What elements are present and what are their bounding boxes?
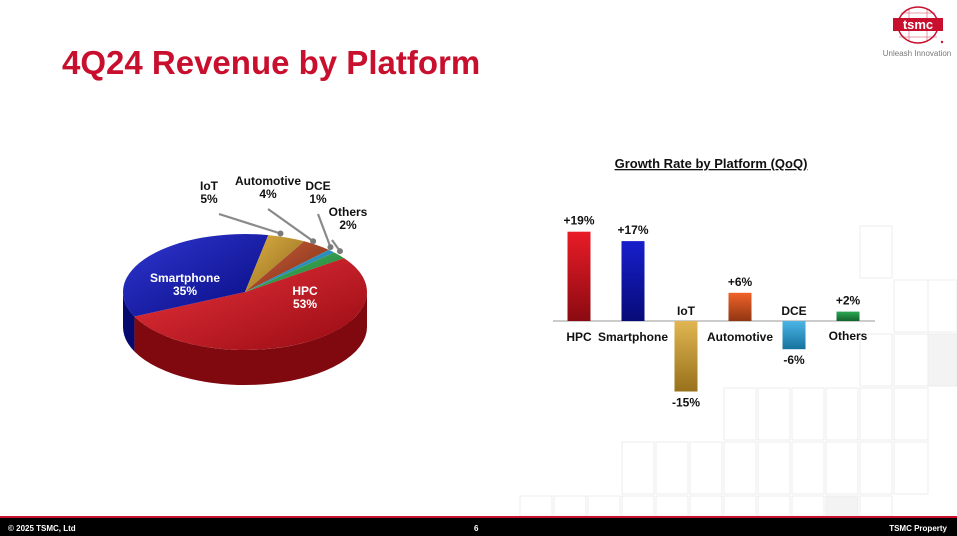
pie-slice-dce — [245, 249, 335, 292]
bar-category-hpc: HPC — [566, 330, 592, 344]
pie-slice-others — [245, 252, 344, 292]
bar-hpc — [567, 231, 591, 321]
pie-label-dce: DCE — [305, 179, 330, 193]
pie-slice-smartphone — [122, 233, 269, 317]
bar-value-smartphone: +17% — [617, 223, 648, 237]
pie-label-automotive: Automotive — [235, 174, 301, 188]
page-number: 6 — [474, 524, 479, 533]
bar-category-automotive: Automotive — [707, 330, 773, 344]
bar-category-smartphone: Smartphone — [598, 330, 668, 344]
pie-value-others: 2% — [339, 218, 357, 232]
pie-label-others: Others — [329, 205, 368, 219]
pie-leader-dot-dce — [327, 244, 334, 251]
pie-side-hpc — [134, 292, 367, 385]
pie-slice-automotive — [245, 241, 329, 292]
pie-leader-dot-iot — [277, 230, 284, 237]
bar-dce — [782, 321, 806, 350]
bar-value-automotive: +6% — [728, 275, 753, 289]
pie-value-dce: 1% — [309, 192, 327, 206]
bar-value-dce: -6% — [783, 353, 805, 367]
bar-value-iot: -15% — [672, 396, 700, 410]
bar-value-others: +2% — [836, 294, 861, 308]
pie-label-hpc: HPC — [292, 284, 318, 298]
property-label: TSMC Property — [889, 524, 947, 533]
bar-category-iot: IoT — [677, 304, 696, 318]
pie-top-layer — [122, 233, 367, 350]
slide-title: 4Q24 Revenue by Platform — [62, 44, 481, 81]
pie-leader-iot — [218, 212, 281, 235]
pie-leader-dce — [316, 213, 332, 248]
tsmc-logo: tsmc — [893, 6, 944, 44]
pie-value-hpc: 53% — [293, 297, 317, 311]
bar-others — [836, 311, 860, 321]
pie-leader-dot-automotive — [310, 238, 317, 245]
footer-bar: © 2025 TSMC, Ltd 6 TSMC Property — [0, 516, 957, 536]
bar-category-dce: DCE — [781, 304, 806, 318]
bar-automotive — [728, 292, 752, 321]
pie-leader-automotive — [267, 208, 314, 243]
logo-wordmark: tsmc — [903, 17, 933, 32]
pie-slice-hpc — [134, 258, 367, 350]
copyright: © 2025 TSMC, Ltd — [8, 524, 76, 533]
pie-label-smartphone: Smartphone — [150, 271, 220, 285]
bar-iot — [674, 321, 698, 392]
bar-smartphone — [621, 241, 645, 321]
pie-value-automotive: 4% — [259, 187, 277, 201]
pie-label-iot: IoT — [200, 179, 219, 193]
tagline: Unleash Innovation — [882, 49, 952, 58]
charts-canvas: HPC53%Smartphone35%IoT5%Automotive4%DCE1… — [122, 156, 875, 410]
pie-side-layer — [123, 292, 367, 385]
bar-value-hpc: +19% — [563, 214, 594, 228]
pie-side-smartphone — [123, 292, 135, 352]
pie-value-iot: 5% — [200, 192, 218, 206]
pie-slice-iot — [245, 235, 305, 292]
bar-chart-title: Growth Rate by Platform (QoQ) — [615, 156, 808, 171]
bar-category-others: Others — [829, 329, 868, 343]
pie-leader-dot-others — [336, 248, 343, 255]
pie-value-smartphone: 35% — [173, 284, 197, 298]
